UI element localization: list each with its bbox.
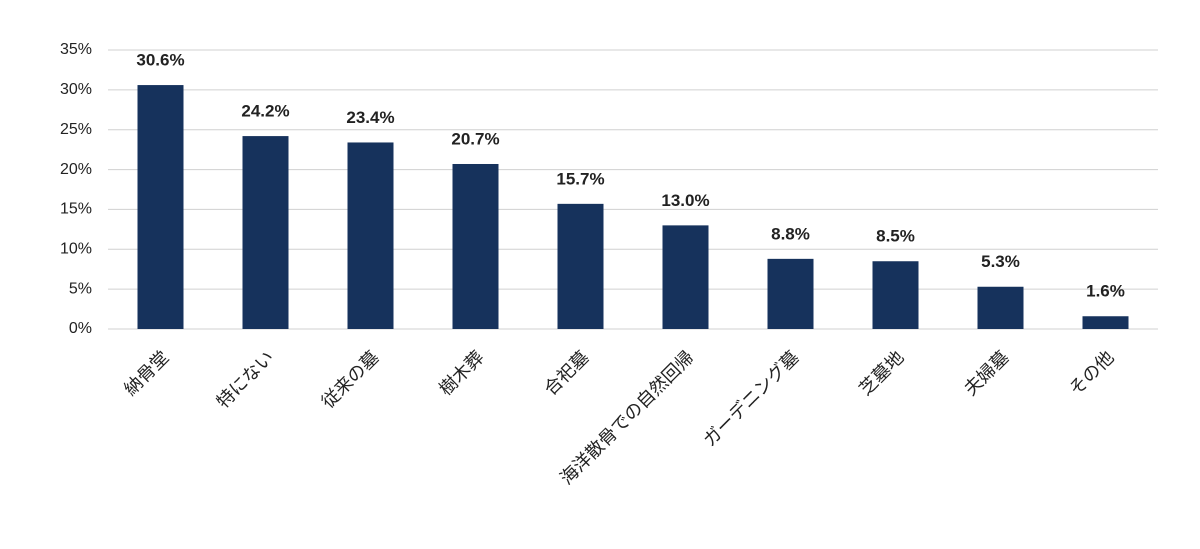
bar <box>137 85 184 330</box>
bar <box>242 136 289 329</box>
x-tick-label: 芝墓地 <box>855 347 907 399</box>
bar <box>767 258 814 329</box>
x-tick-label: ガーデニング墓 <box>699 347 802 450</box>
y-tick-label: 25% <box>60 121 92 138</box>
value-label: 1.6% <box>1086 282 1125 301</box>
y-tick-label: 35% <box>60 41 92 58</box>
value-label: 13.0% <box>661 191 709 210</box>
value-label: 15.7% <box>556 169 604 188</box>
value-label: 8.8% <box>771 224 810 243</box>
bar <box>452 163 499 329</box>
bar <box>1082 316 1129 329</box>
bar <box>347 142 394 329</box>
y-tick-label: 0% <box>69 320 92 337</box>
y-tick-label: 20% <box>60 161 92 178</box>
bar <box>662 225 709 329</box>
x-tick-label: その他 <box>1065 347 1117 399</box>
y-tick-label: 15% <box>60 201 92 218</box>
x-tick-label: 従来の墓 <box>318 347 383 412</box>
x-tick-label: 樹木葬 <box>435 347 487 399</box>
value-label: 8.5% <box>876 227 915 246</box>
x-tick-label: 合祀墓 <box>540 347 592 399</box>
value-label: 5.3% <box>981 252 1020 271</box>
value-label: 24.2% <box>241 102 289 121</box>
bar <box>977 286 1024 329</box>
y-tick-label: 10% <box>60 241 92 258</box>
value-label: 23.4% <box>346 108 394 127</box>
bar <box>872 261 919 329</box>
x-tick-label: 特にない <box>213 347 278 412</box>
x-tick-label: 夫婦墓 <box>960 347 1012 399</box>
value-label: 20.7% <box>451 129 499 148</box>
x-tick-label: 納骨堂 <box>120 347 172 399</box>
value-label: 30.6% <box>136 51 184 70</box>
y-tick-label: 30% <box>60 81 92 98</box>
bar <box>557 203 604 329</box>
y-tick-label: 5% <box>69 280 92 297</box>
